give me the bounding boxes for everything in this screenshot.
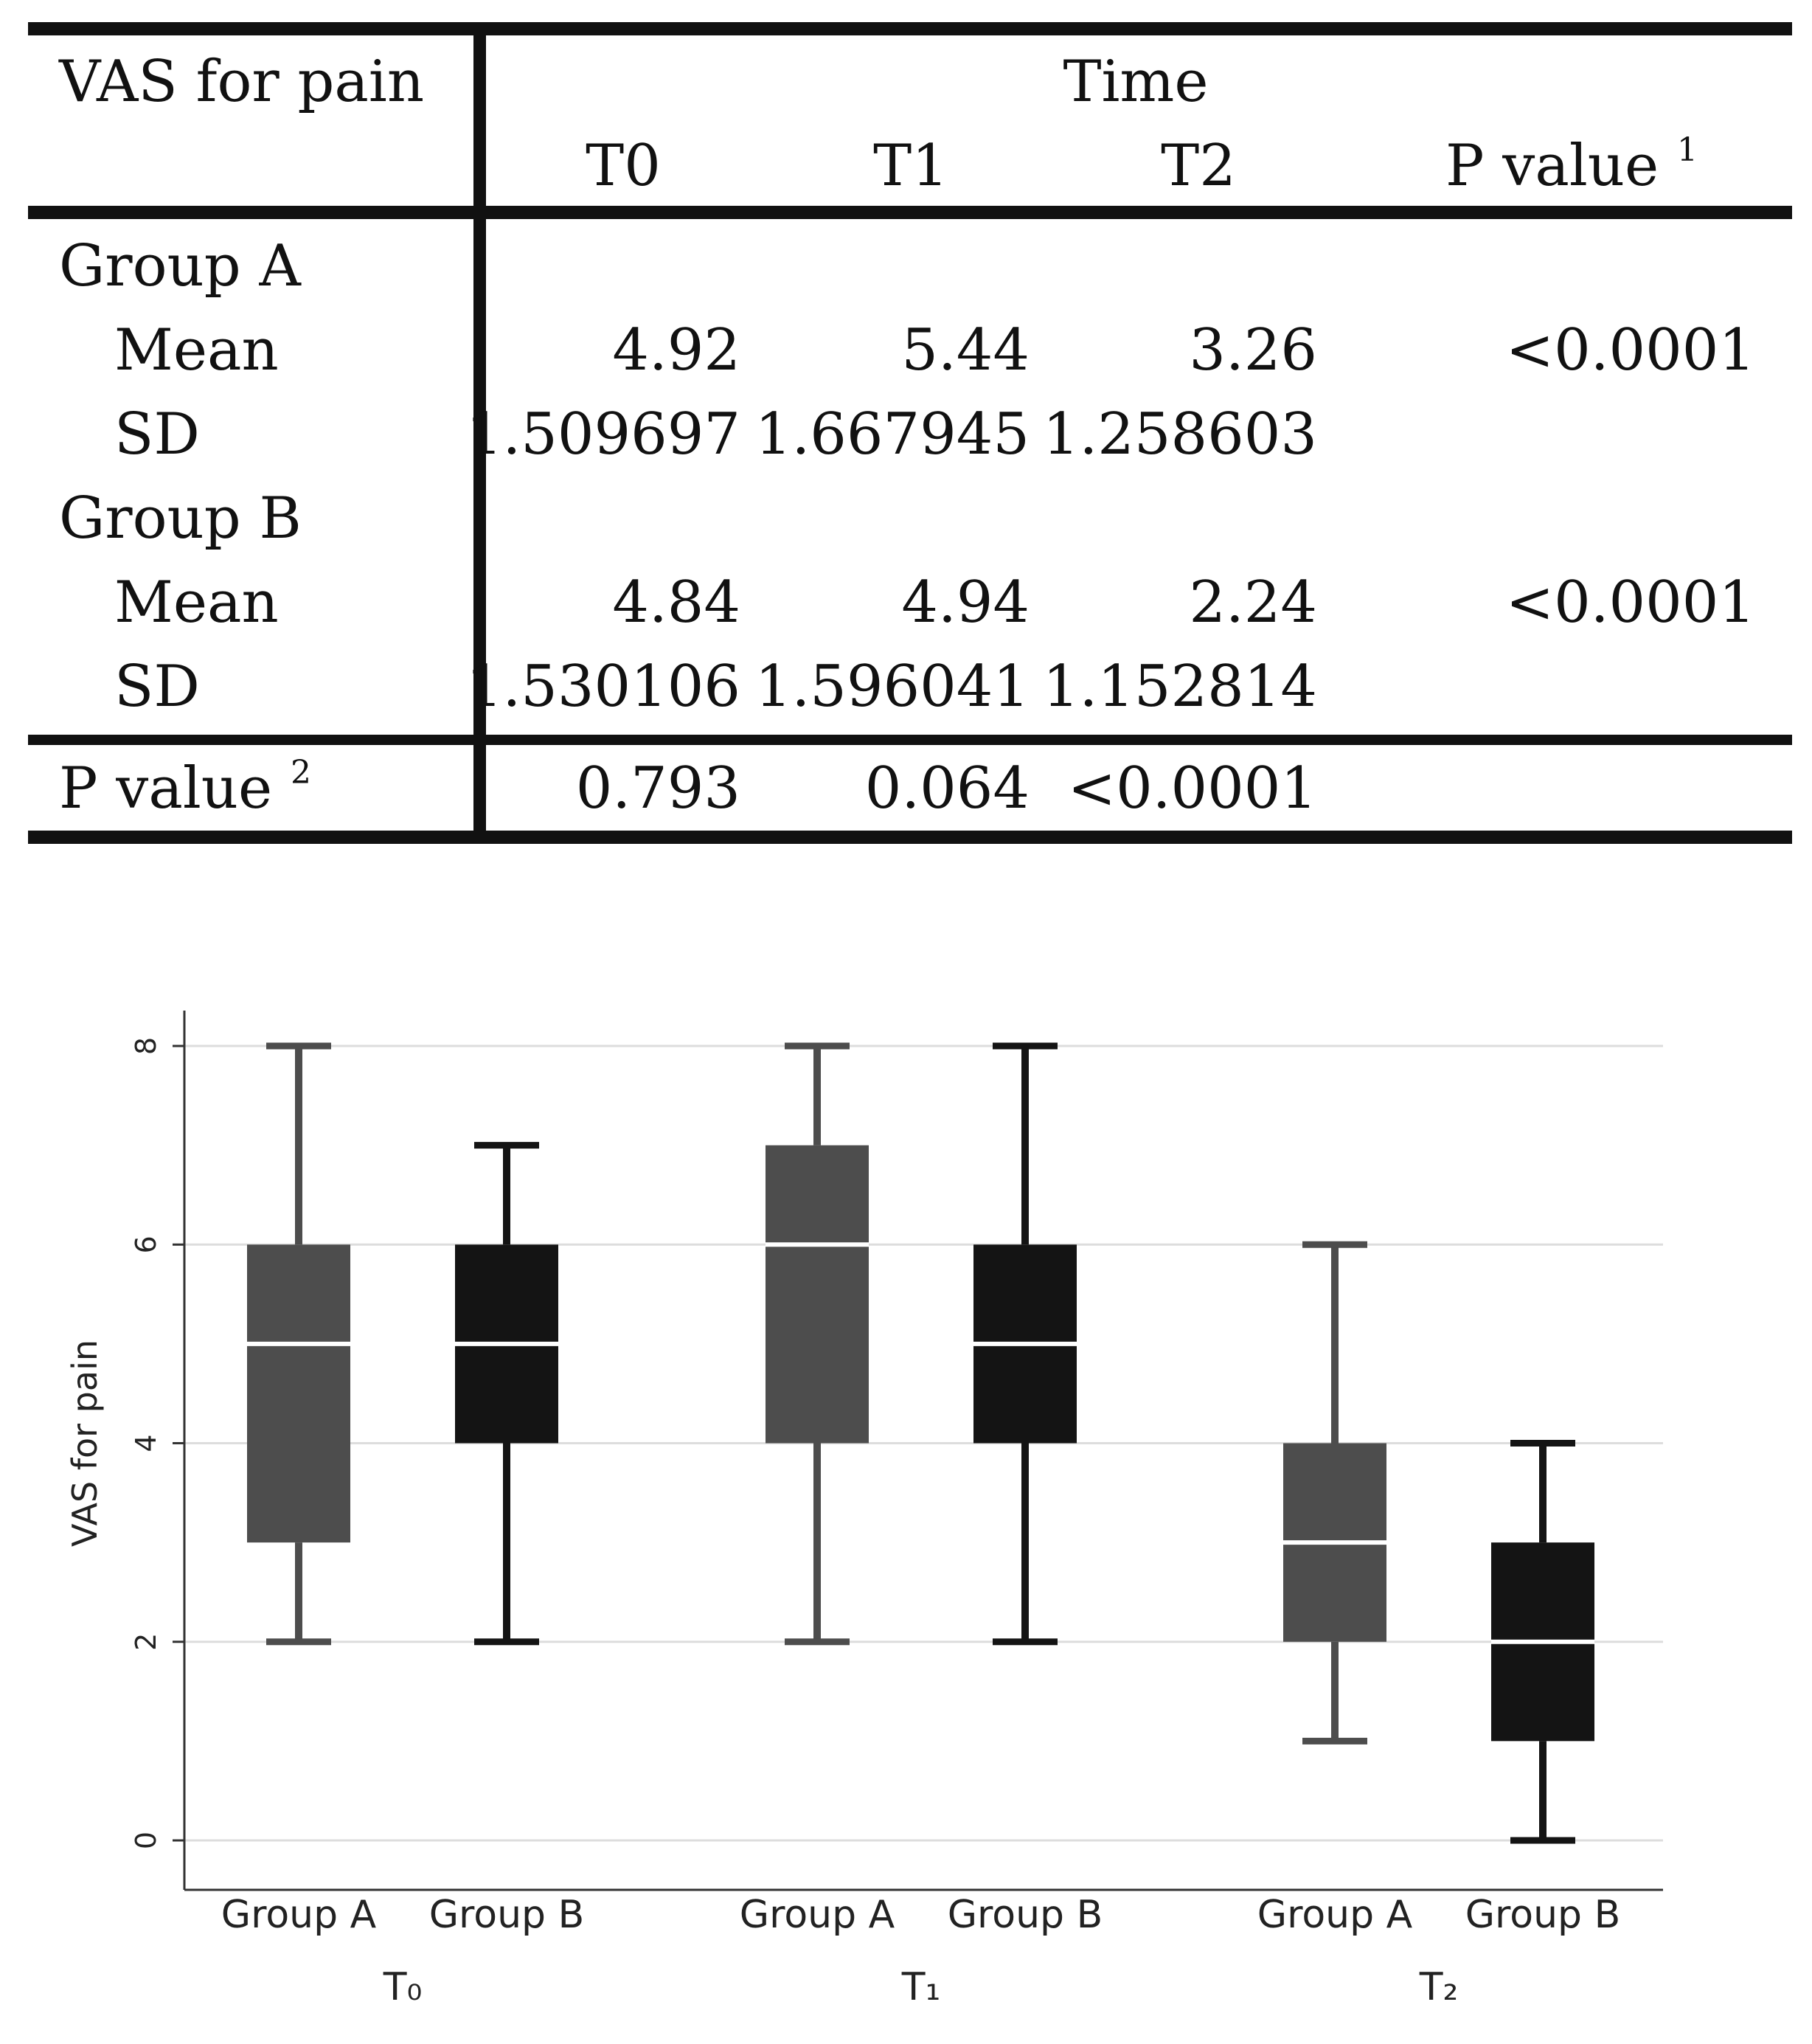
group-a-mean-label: Mean xyxy=(114,317,279,384)
pvalue-header-sup: 1 xyxy=(1676,131,1698,169)
group-a-sd-t2: 1.258603 xyxy=(1042,401,1317,468)
group-b-label: Group B xyxy=(59,485,302,552)
pvalue-header-text: P value xyxy=(1445,133,1659,199)
box-T1-group-a xyxy=(766,1145,869,1444)
group-b-mean-t2: 2.24 xyxy=(1189,569,1317,636)
y-tick-label-6: 6 xyxy=(130,1236,162,1253)
grid-layer xyxy=(184,1044,1663,1842)
col-header-t0: T0 xyxy=(586,133,661,199)
group-a-sd-t0: 1.509697 xyxy=(465,401,740,468)
y-tick-label-2: 2 xyxy=(130,1633,162,1651)
col-header-t1: T1 xyxy=(873,133,948,199)
box-T0-group-a xyxy=(247,1244,350,1543)
group-a-mean-t2: 3.26 xyxy=(1189,317,1317,384)
x-group-label-T0-group-a: Group A xyxy=(221,1893,377,1937)
footer-pvalue-t0: 0.793 xyxy=(575,755,740,822)
x-group-label-T1-group-b: Group B xyxy=(948,1893,1103,1937)
group-b-sd-label: SD xyxy=(114,654,200,720)
x-group-label-T1-group-a: Group A xyxy=(740,1893,895,1937)
y-tick-label-8: 8 xyxy=(130,1037,162,1055)
box-layer xyxy=(247,1042,1594,1844)
table-body-rule xyxy=(28,735,1792,745)
footer-pvalue-sup: 2 xyxy=(290,754,311,791)
footer-pvalue-t1: 0.064 xyxy=(864,755,1030,822)
group-a-mean-t1: 5.44 xyxy=(901,317,1030,384)
time-header: Time xyxy=(1063,49,1209,115)
group-a-mean-t0: 4.92 xyxy=(612,317,740,384)
col-header-t2: T2 xyxy=(1161,133,1236,199)
table-vertical-rule xyxy=(473,22,486,844)
vas-table: VAS for pain Time T0 T1 T2 P value 1 Gro… xyxy=(0,0,1812,856)
table-top-rule xyxy=(28,22,1792,35)
axis-layer: VAS for pain 0 2 4 6 8 xyxy=(65,1011,1663,1891)
col-header-pvalue: P value 1 xyxy=(1445,134,1698,195)
table-corner-label: VAS for pain xyxy=(59,49,425,115)
group-b-pvalue: <0.0001 xyxy=(1505,569,1755,636)
x-group-label-T0-group-b: Group B xyxy=(429,1893,585,1937)
y-axis-label: VAS for pain xyxy=(65,1340,105,1547)
table-bottom-rule xyxy=(28,831,1792,844)
group-b-mean-t1: 4.94 xyxy=(901,569,1030,636)
group-a-label: Group A xyxy=(59,233,301,299)
group-b-sd-t0: 1.530106 xyxy=(465,654,740,720)
group-b-sd-t1: 1.596041 xyxy=(754,654,1030,720)
footer-pvalue-t2: <0.0001 xyxy=(1067,755,1317,822)
group-a-pvalue: <0.0001 xyxy=(1505,317,1755,384)
x-time-label-T1: T₁ xyxy=(901,1965,941,2009)
x-group-label-T2-group-b: Group B xyxy=(1465,1893,1621,1937)
group-b-sd-t2: 1.152814 xyxy=(1042,654,1317,720)
x-time-label-T0: T₀ xyxy=(383,1965,423,2009)
group-b-mean-t0: 4.84 xyxy=(612,569,740,636)
table-header-rule xyxy=(28,206,1792,219)
group-a-sd-t1: 1.667945 xyxy=(754,401,1030,468)
footer-pvalue-label: P value 2 xyxy=(59,757,311,818)
group-a-sd-label: SD xyxy=(114,401,200,468)
y-tick-label-4: 4 xyxy=(130,1434,162,1452)
x-group-label-T2-group-a: Group A xyxy=(1257,1893,1413,1937)
x-time-label-T2: T₂ xyxy=(1419,1965,1459,2009)
y-tick-label-0: 0 xyxy=(130,1832,162,1849)
group-b-mean-label: Mean xyxy=(114,569,279,636)
footer-pvalue-text: P value xyxy=(59,755,273,822)
